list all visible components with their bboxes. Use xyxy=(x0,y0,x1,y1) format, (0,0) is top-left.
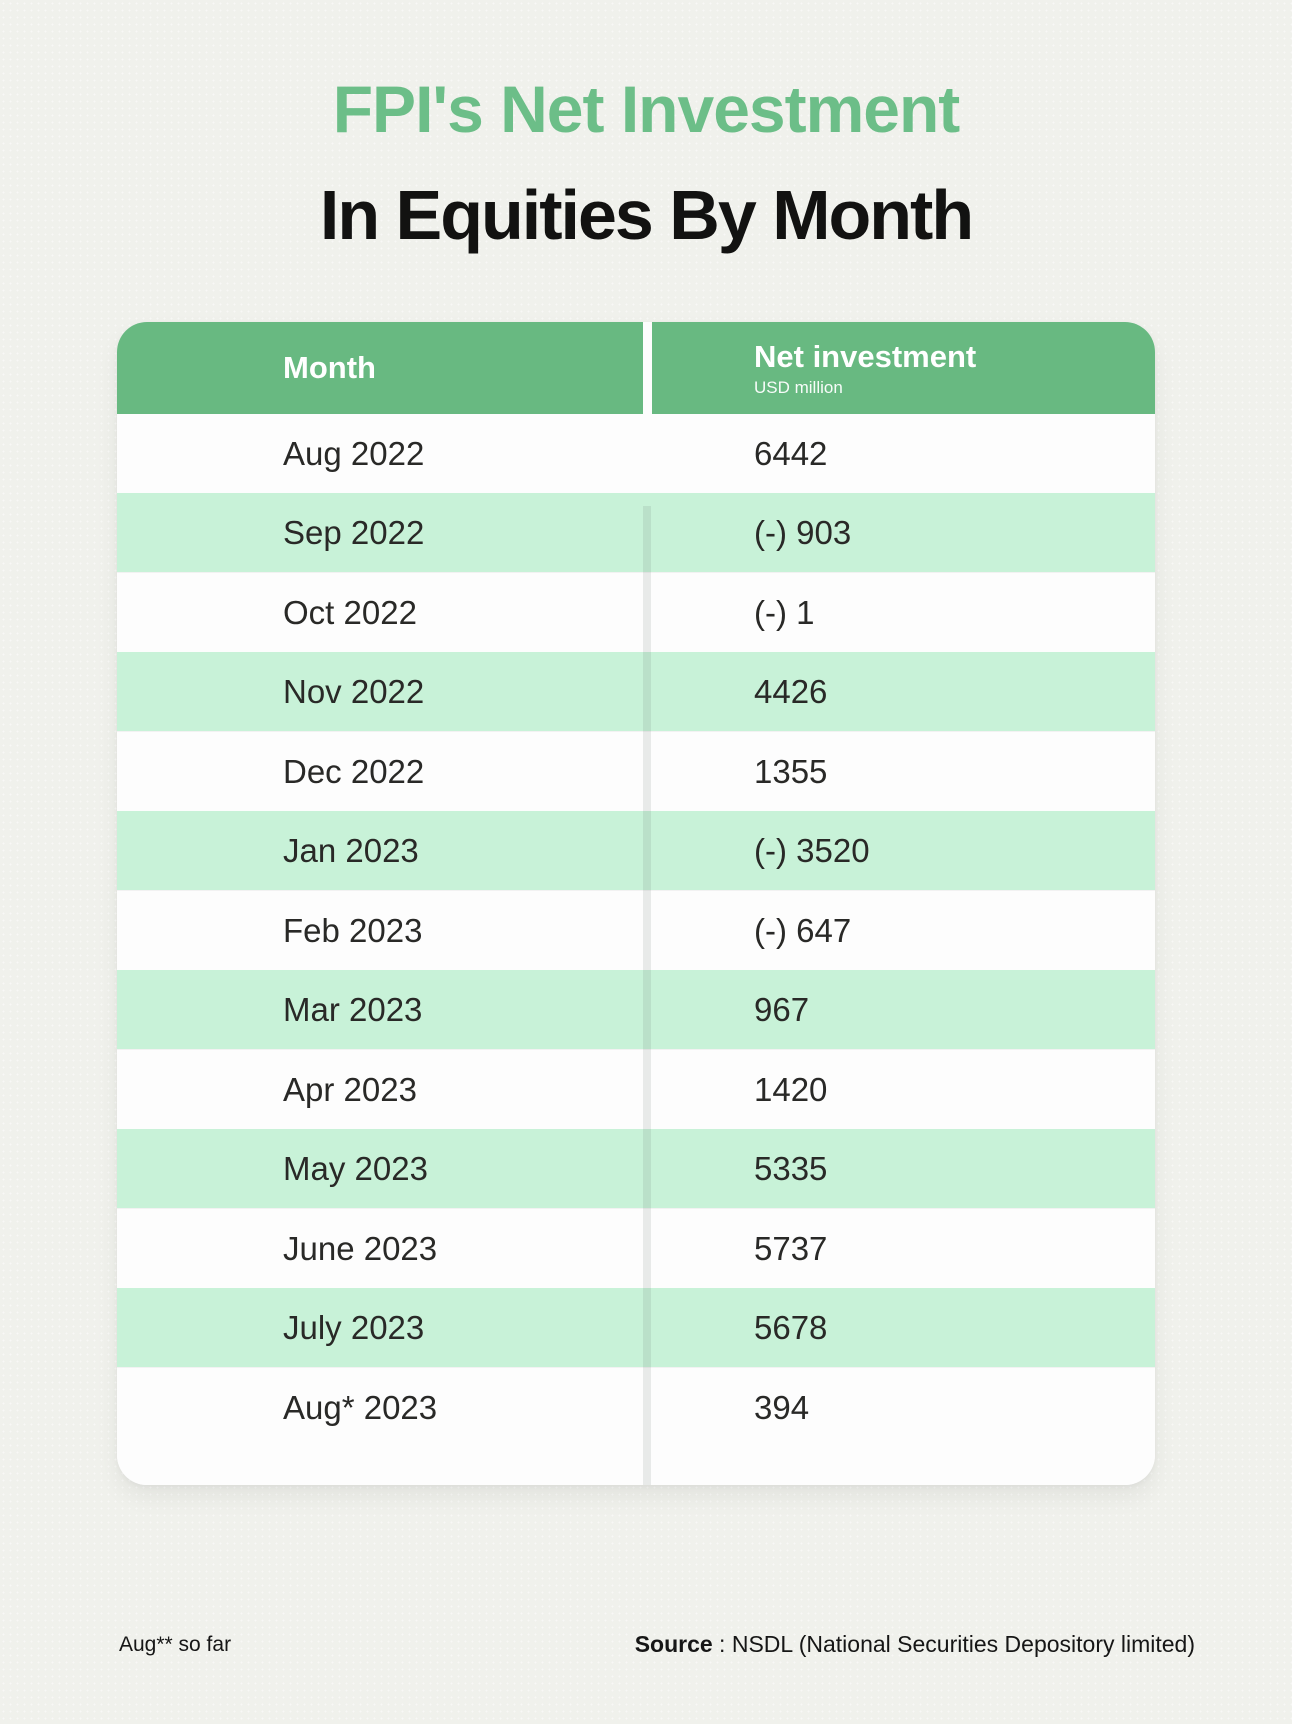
header-sublabel-usd-million: USD million xyxy=(754,377,843,397)
value-cell: 5335 xyxy=(754,1149,828,1187)
header-label-net-investment: Net investment xyxy=(754,338,977,374)
month-cell: June 2023 xyxy=(283,1229,438,1267)
month-cell: May 2023 xyxy=(283,1149,428,1187)
table-row: June 2023 5737 xyxy=(117,1208,1155,1288)
month-cell: Sep 2022 xyxy=(283,513,425,551)
month-cell: July 2023 xyxy=(283,1308,425,1346)
month-cell: Dec 2022 xyxy=(283,752,425,790)
month-cell: Mar 2023 xyxy=(283,990,423,1028)
table-row: July 2023 5678 xyxy=(117,1288,1155,1367)
table-row: Nov 2022 4426 xyxy=(117,652,1155,731)
value-cell: 4426 xyxy=(754,672,828,710)
table-row: Aug* 2023 394 xyxy=(117,1367,1155,1447)
table-row: Dec 2022 1355 xyxy=(117,731,1155,811)
page-title-line1: FPI's Net Investment xyxy=(332,72,961,146)
table-row: Feb 2023 (-) 647 xyxy=(117,890,1155,970)
value-cell: 1420 xyxy=(754,1070,828,1108)
header-label-month: Month xyxy=(283,350,376,385)
table-row: Apr 2023 1420 xyxy=(117,1049,1155,1129)
value-cell: 967 xyxy=(754,990,810,1028)
value-cell: 5678 xyxy=(754,1308,828,1346)
page-title-line2: In Equities By Month xyxy=(319,176,974,254)
table-row: Sep 2022 (-) 903 xyxy=(117,493,1155,572)
table-row: Mar 2023 967 xyxy=(117,970,1155,1049)
value-cell: 5737 xyxy=(754,1229,828,1267)
value-cell: (-) 1 xyxy=(754,593,815,631)
month-cell: Apr 2023 xyxy=(283,1070,417,1108)
table-body: Aug 2022 6442 Sep 2022 (-) 903 Oct 2022 … xyxy=(117,414,1155,1485)
header-cell-net-investment: Net investment USD million xyxy=(652,322,1155,414)
value-cell: (-) 903 xyxy=(754,513,852,551)
month-cell: Aug* 2023 xyxy=(283,1388,438,1426)
table-row: Jan 2023 (-) 3520 xyxy=(117,811,1155,890)
month-cell: Nov 2022 xyxy=(283,672,425,710)
investment-table: Month Net investment USD million Aug 202… xyxy=(117,322,1155,1485)
table-header: Month Net investment USD million xyxy=(117,322,1155,414)
value-cell: 394 xyxy=(754,1388,810,1426)
month-cell: Jan 2023 xyxy=(283,831,419,869)
footnote: Aug** so far xyxy=(119,1633,232,1656)
month-cell: Oct 2022 xyxy=(283,593,417,631)
value-cell: 6442 xyxy=(754,434,828,472)
month-cell: Feb 2023 xyxy=(283,911,423,949)
source-label: Source xyxy=(634,1631,713,1657)
month-cell: Aug 2022 xyxy=(283,434,425,472)
table-row: Aug 2022 6442 xyxy=(117,414,1155,493)
header-cell-month: Month xyxy=(117,322,643,414)
source-line: Source : NSDL (National Securities Depos… xyxy=(635,1631,1195,1658)
source-text: : NSDL (National Securities Depository l… xyxy=(712,1631,1195,1657)
table-bottom-strip xyxy=(117,1447,1155,1485)
column-divider xyxy=(643,506,651,1485)
value-cell: (-) 3520 xyxy=(754,831,870,869)
table-row: Oct 2022 (-) 1 xyxy=(117,572,1155,652)
value-cell: 1355 xyxy=(754,752,828,790)
table-row: May 2023 5335 xyxy=(117,1129,1155,1208)
value-cell: (-) 647 xyxy=(754,911,852,949)
